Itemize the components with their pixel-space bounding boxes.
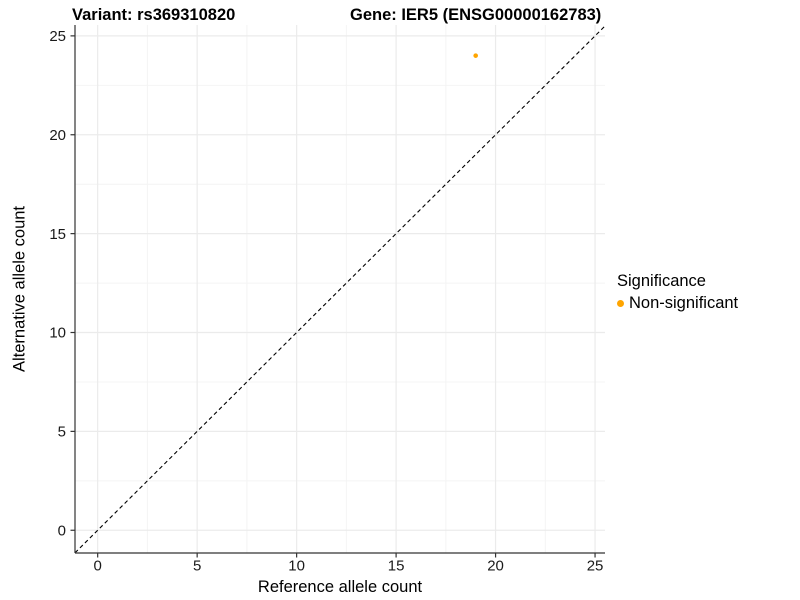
legend: Significance Non-significant <box>617 271 738 313</box>
x-tick-label: 25 <box>587 558 604 575</box>
variant-title: Variant: rs369310820 <box>72 6 236 24</box>
y-tick-label: 20 <box>49 127 66 144</box>
x-tick-label: 5 <box>193 558 201 575</box>
identity-reference-line <box>74 25 606 554</box>
x-tick-label: 0 <box>94 558 102 575</box>
legend-point-icon <box>617 299 624 307</box>
y-tick-label: 25 <box>49 28 66 45</box>
gene-title: Gene: IER5 (ENSG00000162783) <box>350 6 602 24</box>
x-tick-label: 10 <box>288 558 305 575</box>
y-tick-label: 10 <box>49 325 66 342</box>
y-axis-title: Alternative allele count <box>10 205 29 373</box>
legend-item-label: Non-significant <box>629 294 739 312</box>
x-axis-title: Reference allele count <box>257 578 423 596</box>
y-tick-label: 15 <box>49 226 66 243</box>
data-point <box>473 53 478 58</box>
legend-title: Significance <box>617 272 706 290</box>
y-tick-label: 0 <box>58 522 66 539</box>
x-tick-label: 15 <box>388 558 405 575</box>
x-tick-label: 20 <box>487 558 504 575</box>
legend-item-non-significant: Non-significant <box>617 293 738 313</box>
y-tick-label: 5 <box>58 424 66 441</box>
